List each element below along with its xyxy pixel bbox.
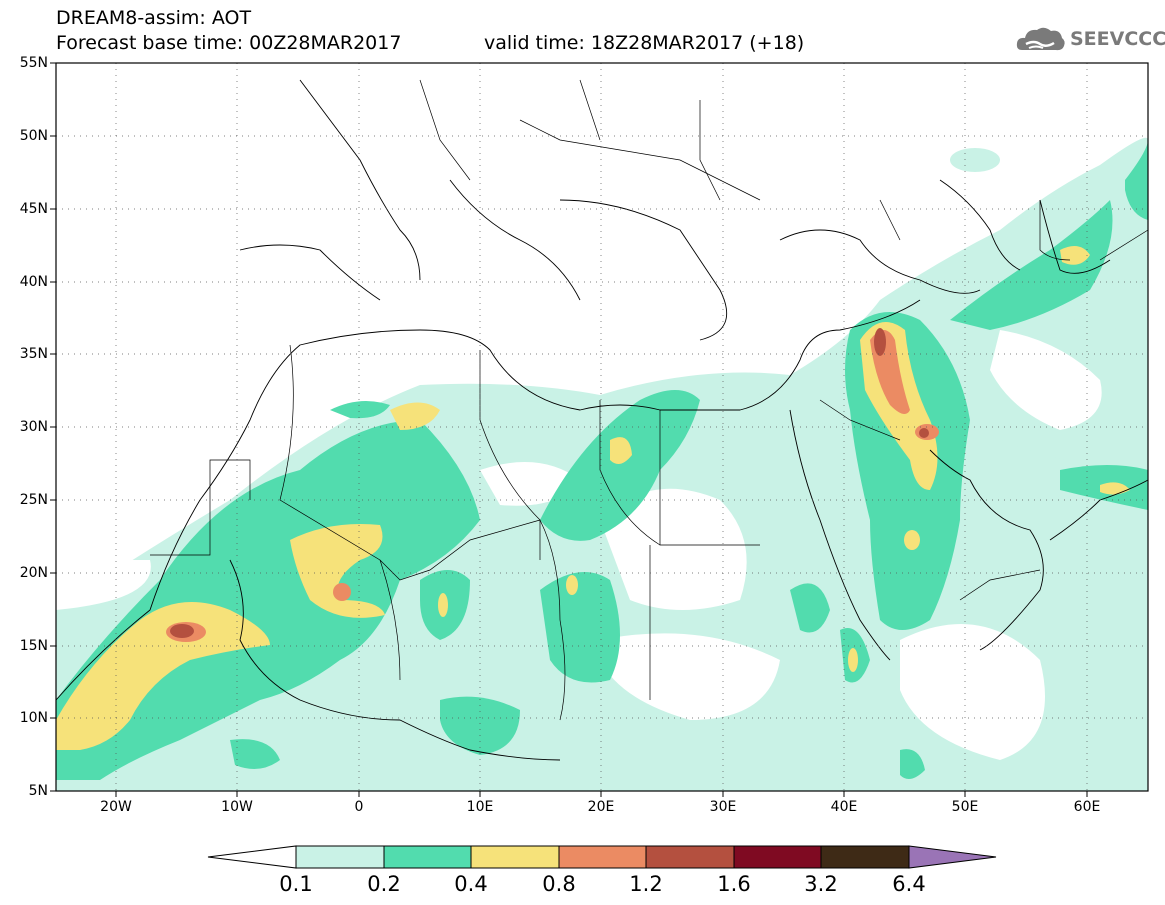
colorbar-label: 6.4 (892, 872, 926, 896)
colorbar-label: 1.6 (717, 872, 751, 896)
lon-tick-label: 30E (709, 799, 737, 815)
valid-time: valid time: 18Z28MAR2017 (+18) (484, 32, 805, 54)
lon-tick-label: 10W (221, 799, 253, 815)
colorbar-label: 0.4 (454, 872, 488, 896)
lat-tick-label: 10N (19, 710, 48, 726)
colorbar-label: 0.2 (367, 872, 401, 896)
dust-aot-field (56, 79, 1148, 791)
lon-tick-label: 20E (587, 799, 615, 815)
colorbar-label: 1.2 (629, 872, 663, 896)
aot-level-1-2 (170, 328, 929, 638)
country-borders (150, 79, 1148, 721)
colorbar (207, 845, 997, 869)
forecast-base-time: Forecast base time: 00Z28MAR2017 (56, 32, 402, 54)
lat-tick-label: 25N (19, 492, 48, 508)
lon-tick-label: 0 (354, 799, 364, 815)
axis-ticks (50, 62, 1088, 797)
lon-tick-label: 40E (830, 799, 858, 815)
seevccc-logo: SEEVCCC (1016, 22, 1165, 56)
colorbar-bin-0-1 (295, 845, 385, 869)
lat-tick-label: 35N (19, 346, 48, 362)
lat-tick-label: 50N (19, 128, 48, 144)
colorbar-bin-1-2 (645, 845, 735, 869)
aot-below-0-1 (56, 330, 1102, 760)
lon-tick-label: 60E (1073, 799, 1101, 815)
colorbar-label: 0.8 (542, 872, 576, 896)
lon-tick-label: 50E (951, 799, 979, 815)
lat-tick-label: 30N (19, 419, 48, 435)
lat-tick-label: 40N (19, 274, 48, 290)
cloud-icon (1016, 27, 1065, 51)
lon-tick-label: 20W (100, 799, 132, 815)
lat-lon-gridlines (56, 63, 1148, 791)
colorbar-label: 0.1 (279, 872, 313, 896)
map-title: DREAM8-assim: AOT (56, 7, 252, 29)
lat-tick-label: 55N (19, 55, 48, 71)
logo-text: SEEVCCC (1070, 28, 1165, 50)
coastlines (56, 79, 1148, 761)
colorbar-bin-0-8 (558, 845, 647, 869)
lat-tick-label: 20N (19, 565, 48, 581)
lat-tick-label: 15N (19, 638, 48, 654)
lat-tick-label: 45N (19, 201, 48, 217)
colorbar-label: 3.2 (804, 872, 838, 896)
colorbar-bin-0-2 (383, 845, 472, 869)
colorbar-high-arrow (908, 845, 997, 869)
lon-tick-label: 10E (466, 799, 494, 815)
lat-tick-label: 5N (28, 783, 48, 799)
colorbar-bin-3-2 (820, 845, 910, 869)
colorbar-bin-1-6 (733, 845, 822, 869)
colorbar-low-arrow (207, 845, 297, 869)
colorbar-bin-0-4 (470, 845, 560, 869)
